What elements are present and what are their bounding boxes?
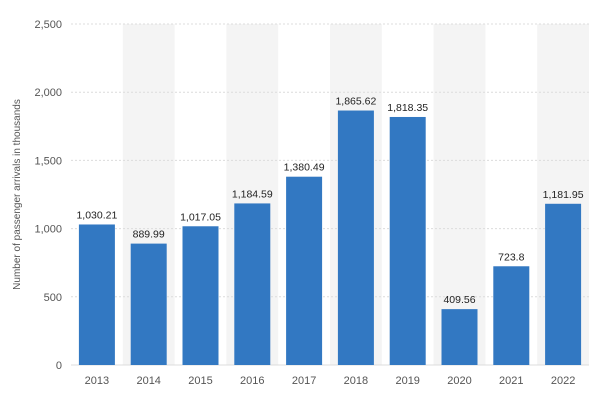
bar (182, 226, 219, 365)
y-tick-labels: 0 500 1,000 1,500 2,000 2,500 (34, 19, 62, 372)
y-tick-label: 2,000 (34, 87, 62, 99)
y-tick-label: 2,500 (34, 19, 62, 31)
x-tick-label: 2017 (292, 375, 316, 387)
x-tick-labels: 2013 2014 2015 2016 2017 2018 2019 2020 2021 2022 (85, 375, 576, 387)
data-label: 723.8 (498, 251, 524, 263)
x-tick-label: 2020 (447, 375, 471, 387)
bars (78, 110, 582, 366)
bar (286, 176, 323, 365)
data-label: 1,181.95 (543, 189, 584, 201)
bar (234, 203, 271, 365)
data-label: 889.99 (133, 229, 165, 241)
y-tick-label: 0 (56, 360, 62, 372)
bar (545, 203, 582, 365)
bar (78, 224, 115, 365)
bar (493, 266, 530, 365)
x-tick-label: 2014 (136, 375, 160, 387)
bar (130, 243, 167, 365)
data-label: 1,380.49 (284, 162, 325, 174)
bar (441, 309, 478, 365)
x-tick-label: 2013 (85, 375, 109, 387)
y-tick-label: 1,500 (34, 155, 62, 167)
background-band (433, 24, 486, 365)
data-label: 1,818.35 (387, 102, 428, 114)
y-axis-title: Number of passenger arrivals in thousand… (12, 99, 23, 290)
y-tick-label: 500 (44, 292, 62, 304)
y-tick-label: 1,000 (34, 224, 62, 236)
x-tick-label: 2015 (188, 375, 212, 387)
bar (389, 116, 426, 366)
x-tick-label: 2022 (551, 375, 575, 387)
data-label: 409.56 (443, 294, 475, 306)
data-label: 1,865.62 (335, 96, 376, 108)
data-labels: 1,030.21 889.99 1,017.05 1,184.59 1,380.49 1,… (76, 96, 583, 307)
data-label: 1,030.21 (76, 209, 117, 221)
x-tick-label: 2019 (395, 375, 419, 387)
x-tick-label: 2016 (240, 375, 264, 387)
x-tick-label: 2018 (344, 375, 368, 387)
bar (337, 110, 374, 365)
x-tick-label: 2021 (499, 375, 523, 387)
data-label: 1,184.59 (232, 188, 273, 200)
data-label: 1,017.05 (180, 211, 221, 223)
